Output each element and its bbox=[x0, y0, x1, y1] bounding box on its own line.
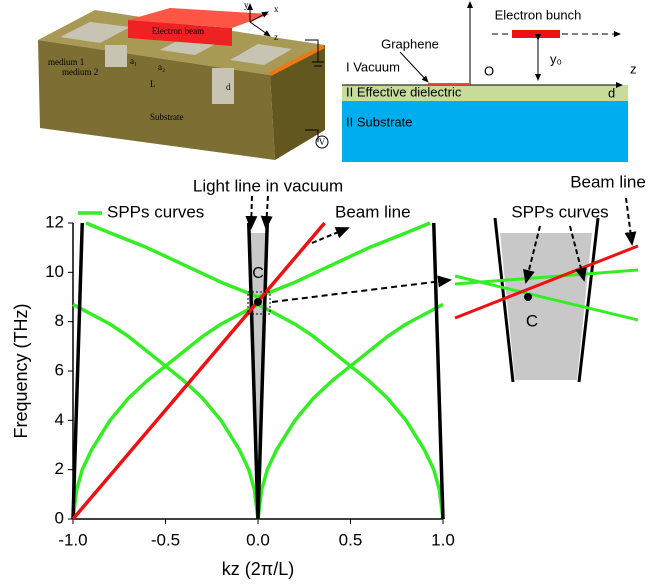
point bbox=[254, 298, 262, 306]
depth-label: d bbox=[608, 85, 615, 100]
bunch-label: Electron bunch bbox=[495, 7, 582, 22]
region-label: II Substrate bbox=[346, 114, 412, 129]
plot: 0 2 4 6 8 10 12 -1.0 -0.5 0.0 0.5 1.0 C SPPs curves Li… bbox=[45, 176, 455, 549]
width-label: a₁ bbox=[130, 56, 137, 66]
x-tick-label: -1.0 bbox=[58, 530, 87, 549]
inset-label: C bbox=[526, 311, 538, 330]
y-tick-label: 10 bbox=[45, 262, 64, 281]
inset-label: Beam line bbox=[570, 172, 646, 191]
x-tick-label: 1.0 bbox=[431, 530, 455, 549]
beam-label: Electron beam bbox=[152, 26, 204, 36]
y-tick-label: 8 bbox=[55, 311, 64, 330]
inset: Beam line SPPs curves C bbox=[455, 172, 646, 382]
medium-label: medium 2 bbox=[62, 67, 98, 77]
axis-label: z bbox=[274, 32, 278, 42]
x-tick-label: -0.5 bbox=[151, 530, 180, 549]
inset-label: SPPs curves bbox=[511, 202, 608, 221]
width-label: a₂ bbox=[158, 62, 165, 72]
x-tick-label: 0.5 bbox=[339, 530, 363, 549]
annotation: Light line in vacuum bbox=[193, 176, 343, 195]
voltage-label: V bbox=[319, 137, 326, 147]
region-label: II Effective dielectric bbox=[346, 84, 462, 99]
y-axis-label: Frequency (THz) bbox=[11, 303, 31, 438]
axis-label: x bbox=[274, 4, 279, 14]
annotation: Beam line bbox=[335, 202, 411, 221]
period-label: L bbox=[150, 79, 156, 89]
depth-label: d bbox=[226, 82, 231, 92]
y-tick-label: 2 bbox=[55, 459, 64, 478]
y-tick-label: 4 bbox=[55, 410, 64, 429]
device-3d: Electron beam medium 1 medium 2 a₁ a₂ L … bbox=[38, 0, 328, 160]
figure: Electron beam medium 1 medium 2 a₁ a₂ L … bbox=[0, 0, 657, 584]
legend-label: SPPs curves bbox=[107, 202, 204, 221]
x-tick-label: 0.0 bbox=[246, 530, 270, 549]
axis-label: y bbox=[244, 0, 249, 10]
origin-label: O bbox=[484, 63, 494, 78]
point-label: C bbox=[252, 265, 264, 282]
y-tick-label: 0 bbox=[55, 508, 64, 527]
axis-label: z bbox=[630, 61, 637, 76]
graphene-label: Graphene bbox=[381, 36, 439, 51]
zoom-arrow bbox=[272, 280, 450, 302]
region-label: I Vacuum bbox=[346, 59, 400, 74]
medium-label: medium 1 bbox=[48, 57, 84, 67]
device-2d: Electron bunch Graphene I Vacuum O z y₀ … bbox=[342, 2, 637, 162]
y-tick-label: 12 bbox=[45, 212, 64, 231]
height-label: y₀ bbox=[550, 51, 562, 66]
series-line bbox=[73, 223, 325, 519]
y-tick-label: 6 bbox=[55, 360, 64, 379]
substrate-label: Substrate bbox=[150, 112, 184, 122]
x-axis-label: kz (2π/L) bbox=[222, 559, 294, 579]
